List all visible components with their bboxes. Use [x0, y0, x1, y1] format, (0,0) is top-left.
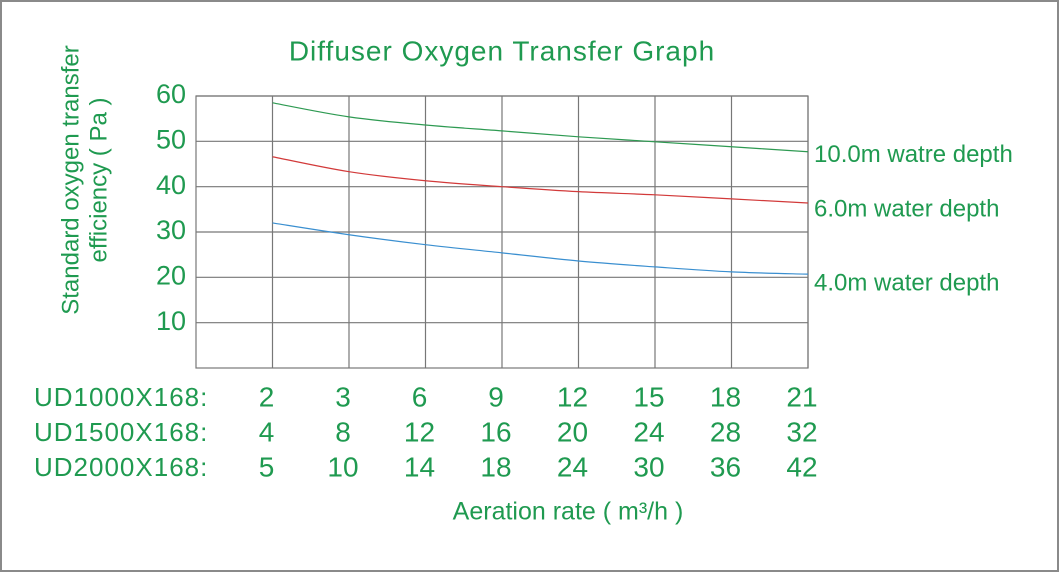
x-tick-label: 28 — [710, 416, 741, 447]
x-tick-label: 5 — [259, 451, 275, 482]
x-tick-label: 14 — [404, 451, 435, 482]
x-row-name: UD2000X168: — [34, 452, 208, 482]
x-axis-label: Aeration rate ( m³/h ) — [453, 498, 684, 526]
y-axis-label-line: Standard oxygen transfer — [57, 45, 84, 315]
series-label: 10.0m watre depth — [814, 141, 1013, 168]
x-tick-label: 42 — [786, 451, 817, 482]
x-tick-label: 12 — [404, 416, 435, 447]
y-tick-label: 30 — [156, 215, 186, 245]
x-row-name: UD1000X168: — [34, 382, 208, 412]
x-tick-label: 2 — [259, 381, 275, 412]
x-tick-label: 20 — [557, 416, 588, 447]
x-tick-label: 6 — [412, 381, 428, 412]
series-label: 6.0m water depth — [814, 195, 999, 222]
series-label: 4.0m water depth — [814, 270, 999, 297]
x-tick-label: 32 — [786, 416, 817, 447]
x-tick-label: 12 — [557, 381, 588, 412]
x-tick-label: 15 — [633, 381, 664, 412]
y-tick-label: 60 — [156, 79, 186, 109]
x-tick-label: 18 — [710, 381, 741, 412]
x-tick-label: 10 — [327, 451, 358, 482]
x-tick-label: 8 — [335, 416, 351, 447]
x-tick-label: 4 — [259, 416, 275, 447]
y-tick-label: 40 — [156, 170, 186, 200]
x-tick-label: 30 — [633, 451, 664, 482]
x-row-name: UD1500X168: — [34, 417, 208, 447]
x-tick-label: 9 — [488, 381, 504, 412]
x-tick-label: 21 — [786, 381, 817, 412]
y-axis-label: Standard oxygen transfer efficiency ( Pa… — [57, 45, 112, 315]
x-tick-label: 24 — [633, 416, 664, 447]
series-line — [272, 222, 809, 275]
x-tick-label: 24 — [557, 451, 588, 482]
y-tick-label: 10 — [156, 306, 186, 336]
chart-title: Diffuser Oxygen Transfer Graph — [289, 35, 715, 66]
y-tick-label: 20 — [156, 260, 186, 290]
x-tick-label: 3 — [335, 381, 351, 412]
y-tick-label: 50 — [156, 124, 186, 154]
y-axis-label-line: efficiency ( Pa ) — [85, 98, 112, 263]
series-line — [272, 102, 809, 153]
x-tick-label: 16 — [480, 416, 511, 447]
x-tick-label: 18 — [480, 451, 511, 482]
x-tick-label: 36 — [710, 451, 741, 482]
series-line — [272, 156, 809, 204]
